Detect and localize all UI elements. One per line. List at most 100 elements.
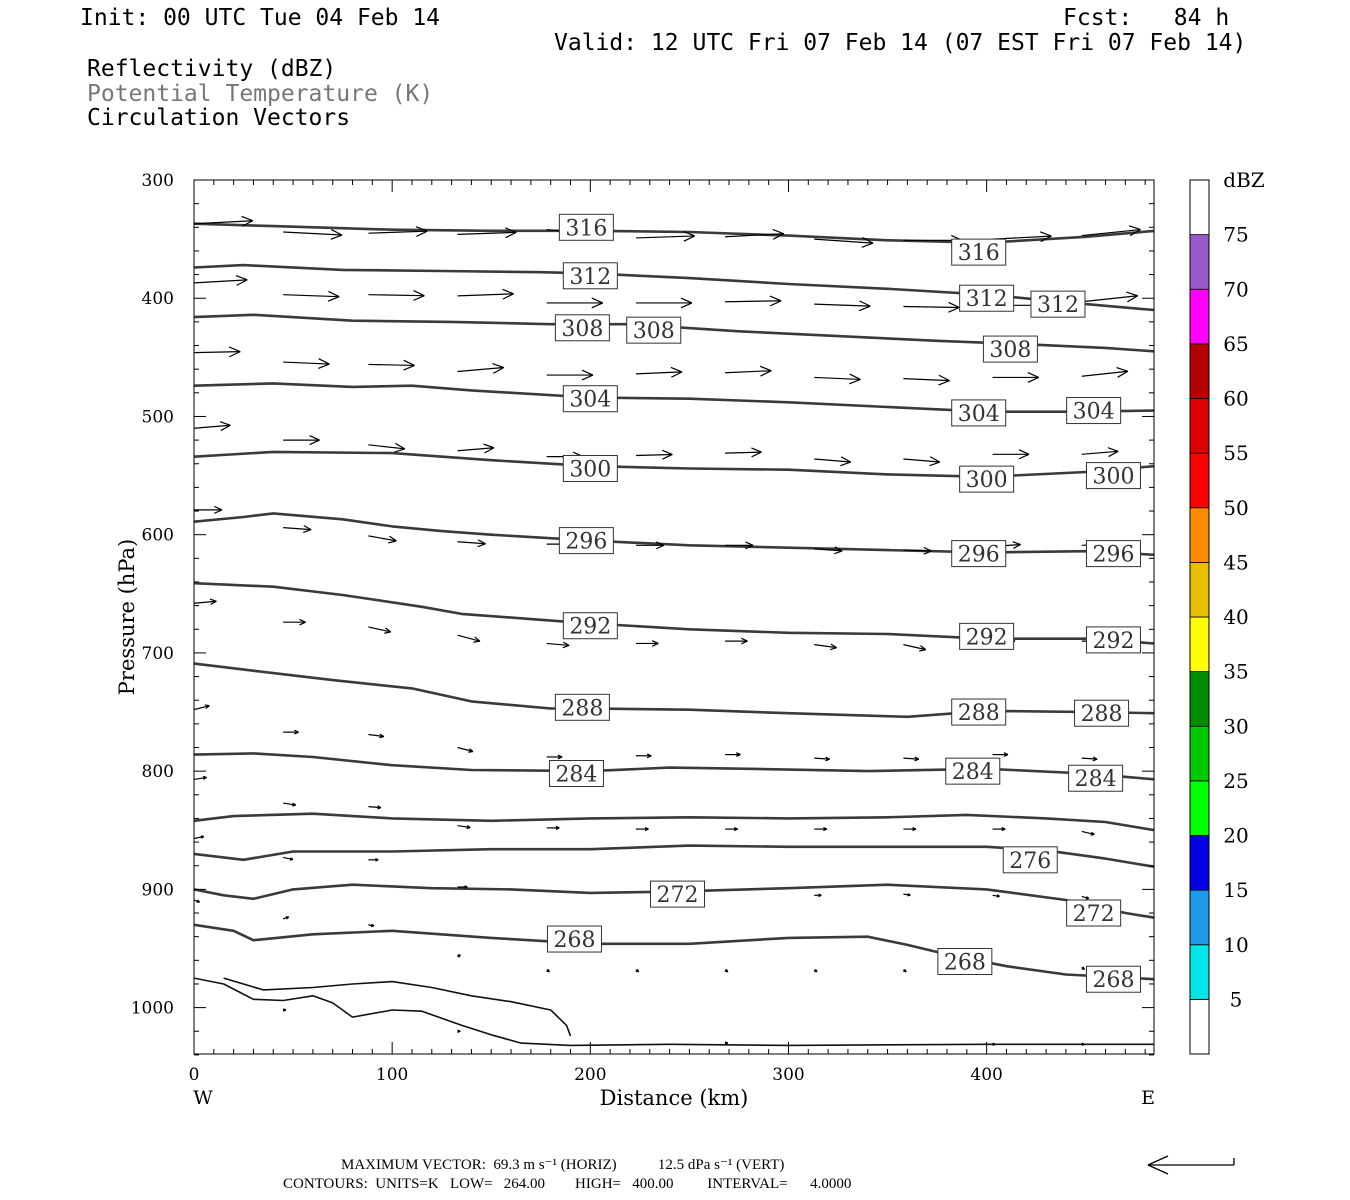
circulation-vector — [814, 826, 828, 832]
circulation-vector — [368, 626, 392, 634]
circulation-vector — [814, 756, 830, 762]
circulation-vector — [283, 435, 320, 446]
circulation-vector — [194, 704, 210, 711]
colorbar-band — [1189, 288, 1210, 345]
forecast-hour-label: Fcst: 84 h — [1063, 5, 1230, 31]
circulation-vector — [725, 365, 772, 377]
circulation-vector — [368, 226, 428, 238]
circulation-vector — [992, 894, 1000, 898]
circulation-vector — [814, 236, 874, 248]
circulation-vector — [992, 826, 1006, 832]
x-tick-label: 400 — [970, 1065, 1002, 1085]
circulation-vector — [814, 373, 861, 385]
circulation-vector — [283, 729, 299, 735]
theta-contour-296 — [194, 512, 1154, 557]
colorbar-band — [1189, 452, 1210, 509]
circulation-vector — [903, 826, 917, 832]
circulation-vector — [194, 346, 241, 358]
y-tick-label: 1000 — [131, 999, 174, 1019]
circulation-vector — [903, 456, 941, 467]
circulation-vector — [903, 756, 920, 762]
colorbar-band — [1189, 944, 1210, 1000]
contour-label-text: 288 — [561, 696, 603, 721]
y-tick-label: 500 — [142, 407, 174, 427]
circulation-vector — [283, 290, 340, 302]
contour-label: 308 — [554, 314, 610, 342]
x-axis-label: Distance (km) — [600, 1086, 749, 1110]
circulation-vector — [368, 359, 415, 371]
circulation-vector — [903, 968, 907, 973]
circulation-vector — [635, 640, 659, 647]
colorbar-tick-label: 40 — [1223, 605, 1248, 629]
contour-label-text: 276 — [1009, 849, 1051, 874]
contour-label-text: 304 — [569, 388, 611, 413]
contour-label-text: 296 — [958, 543, 1000, 568]
colorbar-band — [1189, 780, 1210, 836]
x-tick-labels: 0 100 200 300 400 — [189, 1065, 1003, 1085]
contour-label: 268 — [937, 948, 993, 976]
plot-frame — [193, 179, 1155, 1055]
y-tick-label: 400 — [142, 289, 174, 309]
circulation-vector — [635, 968, 640, 973]
circulation-vector — [992, 752, 1009, 758]
colorbar-tick-label: 75 — [1223, 223, 1248, 247]
colorbar-tick-label: 45 — [1223, 550, 1248, 574]
contour-label: 316 — [558, 213, 614, 241]
theta-contour-272 — [194, 883, 1154, 919]
circulation-vectors — [194, 215, 1141, 1047]
contour-label: 272 — [650, 880, 706, 908]
circulation-vector — [635, 230, 695, 242]
contour-label: 284 — [548, 760, 604, 788]
contour-label-text: 312 — [966, 287, 1008, 312]
theta-contour-264 — [223, 977, 572, 1037]
legend-title-reflectivity: Reflectivity (dBZ) — [87, 56, 337, 82]
contour-label-text: 284 — [952, 760, 994, 785]
contours-note: CONTOURS: UNITS=K LOW= 264.00 HIGH= 400.… — [283, 1176, 852, 1192]
contour-label: 268 — [1085, 965, 1141, 993]
colorbar-tick-label: 50 — [1223, 496, 1248, 520]
circulation-vector — [1081, 1042, 1085, 1047]
circulation-vector — [368, 923, 375, 928]
y-tick-label: 600 — [142, 526, 174, 546]
contour-label: 288 — [554, 693, 610, 721]
legend-title-potential-temperature: Potential Temperature (K) — [87, 81, 434, 107]
colorbar: 5 10 15 20 25 30 35 40 45 50 55 60 65 70 75 — [1189, 179, 1249, 1055]
contour-label-text: 312 — [569, 265, 611, 290]
y-tick-labels: 300 400 500 600 700 800 900 1000 — [131, 171, 174, 1019]
colorbar-frame — [1189, 179, 1210, 1055]
circulation-vector — [457, 885, 468, 889]
circulation-vector — [814, 546, 843, 555]
circulation-vector — [992, 449, 1030, 460]
circulation-vector — [813, 968, 818, 973]
contour-label: 316 — [951, 238, 1007, 266]
colorbar-band — [1189, 671, 1210, 727]
y-tick-label: 300 — [142, 171, 174, 191]
contour-label-text: 268 — [1092, 968, 1134, 993]
colorbar-band — [1189, 234, 1210, 290]
theta-contour-308 — [194, 313, 1154, 353]
colorbar-band — [1189, 507, 1210, 563]
colorbar-band — [1189, 179, 1210, 236]
circulation-vector — [992, 1042, 996, 1047]
x-tick-label: 300 — [772, 1065, 804, 1085]
circulation-vector — [457, 746, 474, 753]
theta-contour-304 — [194, 382, 1154, 413]
theta-contour-288 — [194, 662, 1154, 719]
colorbar-tick-label: 5 — [1230, 987, 1243, 1011]
circulation-vector — [194, 215, 254, 227]
circulation-vector — [1081, 225, 1141, 237]
circulation-vector — [1081, 291, 1139, 303]
colorbar-tick-label: 25 — [1223, 769, 1248, 793]
contour-label-text: 292 — [966, 625, 1008, 650]
contour-label: 312 — [1030, 290, 1086, 318]
contour-label: 300 — [959, 465, 1015, 493]
contour-label: 276 — [1002, 846, 1058, 874]
circulation-vector — [368, 858, 379, 862]
circulation-vector — [814, 300, 871, 312]
colorbar-tick-label: 30 — [1223, 714, 1248, 738]
colorbar-tick-label: 70 — [1223, 277, 1248, 301]
x-tick-label: 0 — [189, 1065, 200, 1085]
circulation-vector — [1081, 447, 1119, 458]
contour-label-text: 296 — [565, 530, 607, 555]
